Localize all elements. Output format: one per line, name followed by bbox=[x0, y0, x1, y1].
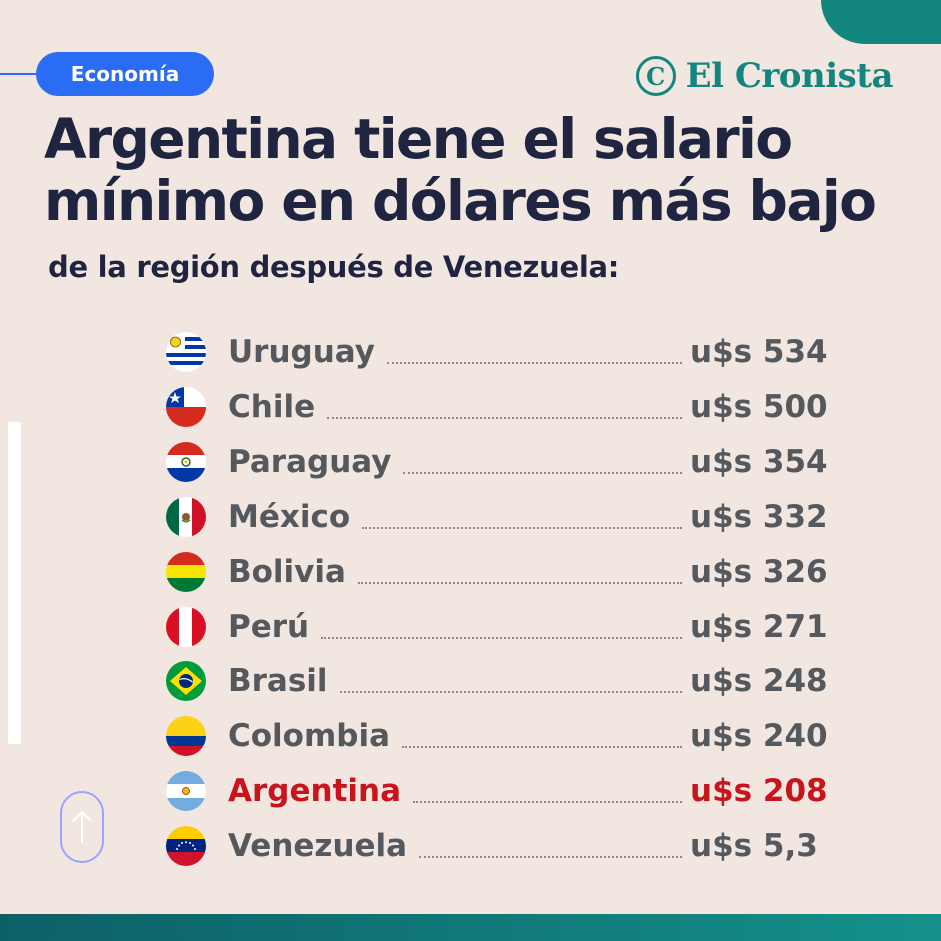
dotted-leader bbox=[327, 416, 682, 419]
salary-value: u$s 332 bbox=[690, 498, 828, 535]
scroll-up-button[interactable] bbox=[60, 791, 104, 863]
arrow-up-icon bbox=[72, 810, 92, 843]
cronista-logo-icon: C bbox=[635, 56, 676, 96]
category-tag[interactable]: Economía bbox=[36, 52, 214, 96]
table-row: Paraguay u$s 354 bbox=[166, 440, 828, 484]
table-row: Brasil u$s 248 bbox=[166, 659, 828, 703]
argentina-flag-icon bbox=[166, 771, 206, 812]
country-name: Perú bbox=[228, 608, 310, 645]
salary-value: u$s 5,3 bbox=[690, 828, 818, 865]
brand-name: El Cronista bbox=[685, 56, 894, 96]
table-row: Chile u$s 500 bbox=[166, 385, 828, 429]
bolivia-flag-icon bbox=[166, 551, 206, 592]
country-name: México bbox=[228, 498, 351, 535]
country-name: Paraguay bbox=[228, 443, 392, 480]
salary-value: u$s 500 bbox=[690, 388, 828, 425]
dotted-leader bbox=[419, 856, 682, 859]
page-subtitle: de la región después de Venezuela: bbox=[48, 250, 620, 284]
mexico-flag-icon bbox=[166, 496, 206, 537]
bottom-bar bbox=[0, 914, 941, 941]
paraguay-flag-icon bbox=[166, 441, 206, 482]
chile-flag-icon bbox=[166, 386, 206, 427]
salary-value: u$s 534 bbox=[690, 334, 828, 370]
country-name: Colombia bbox=[228, 718, 391, 755]
dotted-leader bbox=[339, 691, 682, 694]
corner-decoration bbox=[821, 0, 941, 44]
dotted-leader bbox=[386, 362, 682, 364]
peru-flag-icon bbox=[166, 606, 206, 647]
page-title: Argentina tiene el salario mínimo en dól… bbox=[44, 107, 877, 233]
table-row: Argentina u$s 208 bbox=[166, 769, 828, 813]
country-name: Argentina bbox=[228, 773, 401, 810]
country-name: Brasil bbox=[228, 663, 328, 700]
venezuela-flag-icon bbox=[166, 826, 206, 867]
table-row: Bolivia u$s 326 bbox=[166, 550, 828, 594]
table-row: Uruguay u$s 534 bbox=[166, 330, 828, 374]
table-row: Perú u$s 271 bbox=[166, 605, 828, 649]
country-name: Venezuela bbox=[228, 828, 408, 865]
salary-value: u$s 240 bbox=[690, 718, 828, 755]
uruguay-flag-icon bbox=[166, 332, 206, 372]
category-tag-label: Economía bbox=[70, 62, 180, 86]
dotted-leader bbox=[402, 746, 682, 749]
dotted-leader bbox=[321, 636, 682, 639]
salary-value: u$s 326 bbox=[690, 553, 828, 590]
scrollbar[interactable] bbox=[8, 422, 21, 744]
salary-value: u$s 208 bbox=[690, 773, 828, 810]
tag-connector-line bbox=[0, 73, 60, 75]
country-name: Bolivia bbox=[228, 553, 346, 590]
dotted-leader bbox=[403, 471, 682, 474]
salary-value: u$s 354 bbox=[690, 443, 828, 480]
salary-value: u$s 248 bbox=[690, 663, 828, 700]
salary-value: u$s 271 bbox=[690, 608, 828, 645]
dotted-leader bbox=[413, 801, 682, 804]
dotted-leader bbox=[362, 526, 682, 529]
colombia-flag-icon bbox=[166, 716, 206, 757]
dotted-leader bbox=[357, 581, 682, 584]
country-name: Chile bbox=[228, 388, 316, 425]
brasil-flag-icon bbox=[166, 661, 206, 702]
table-row: Venezuela u$s 5,3 bbox=[166, 824, 826, 868]
brand-logo: C El Cronista bbox=[635, 56, 894, 96]
table-row: México u$s 332 bbox=[166, 495, 828, 539]
country-name: Uruguay bbox=[228, 334, 375, 370]
table-row: Colombia u$s 240 bbox=[166, 714, 828, 758]
